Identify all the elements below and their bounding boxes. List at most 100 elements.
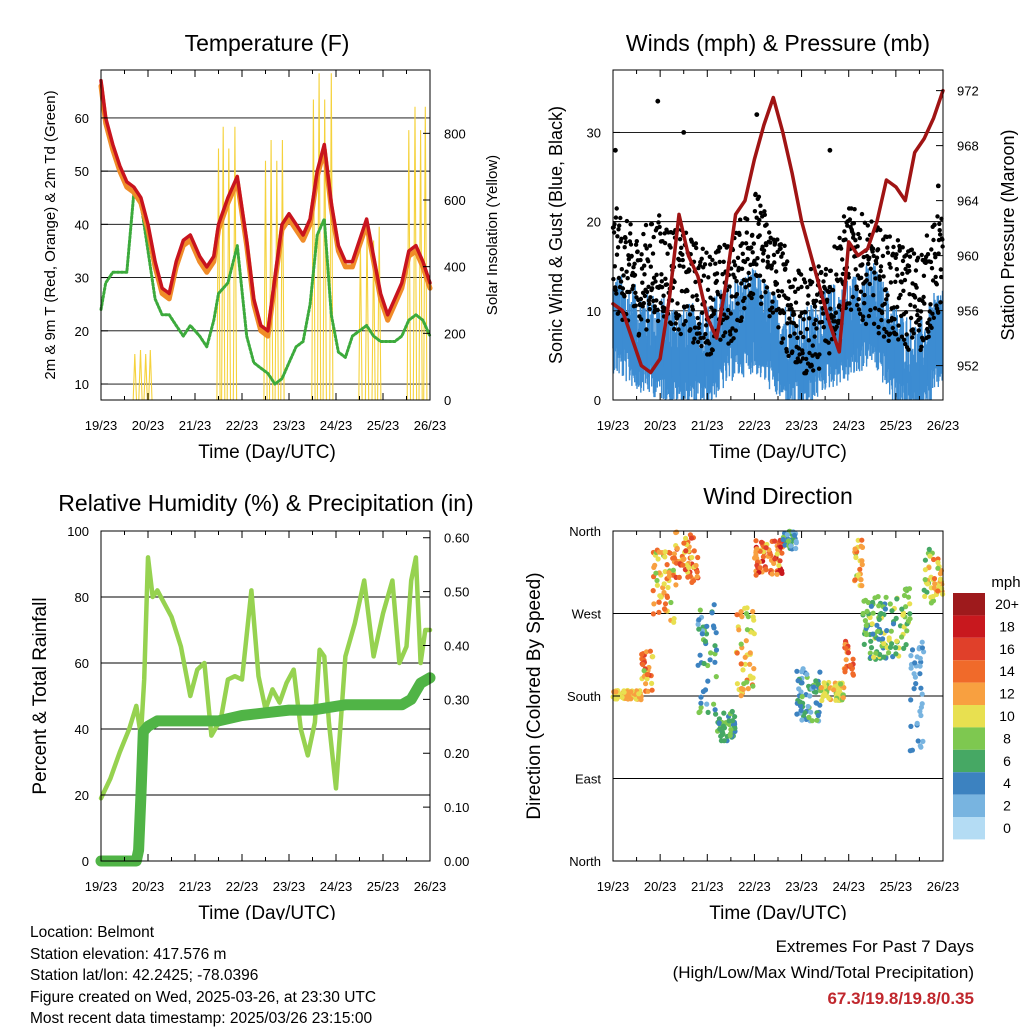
wind-direction-point xyxy=(730,718,736,724)
gust-point xyxy=(731,259,737,264)
gust-point xyxy=(852,207,857,212)
gust-point xyxy=(643,222,649,228)
wind-direction-point xyxy=(795,678,801,684)
wind-direction-point xyxy=(876,616,882,623)
gust-point xyxy=(887,261,892,267)
wind-direction-point xyxy=(696,709,702,716)
gust-point xyxy=(742,295,747,301)
gust-point xyxy=(723,330,728,335)
wind-direction-point xyxy=(859,558,865,564)
dewpoint-line xyxy=(99,190,432,386)
gust-point xyxy=(932,222,937,227)
gust-point xyxy=(620,286,626,291)
gust-point xyxy=(873,276,878,281)
gust-point xyxy=(798,330,803,335)
wind-direction-point xyxy=(901,592,908,599)
wind-direction-point xyxy=(868,645,875,651)
gust-point xyxy=(896,337,901,342)
y-tick-label: 50 xyxy=(75,164,89,179)
gust-point xyxy=(658,300,663,306)
x-tick-label: 23/23 xyxy=(785,418,818,433)
wind-direction-point xyxy=(888,628,894,634)
gust-point xyxy=(627,289,632,295)
wind-direction-point xyxy=(900,612,906,618)
gust-point xyxy=(937,232,943,237)
wind-direction-point xyxy=(893,651,899,657)
gust-point xyxy=(919,252,924,258)
gust-point xyxy=(644,246,649,251)
wind-direction-point xyxy=(717,726,723,732)
y-tick-label: South xyxy=(567,689,601,704)
x-tick-label: 24/23 xyxy=(320,879,353,894)
gust-point xyxy=(931,237,936,243)
gust-point xyxy=(738,217,743,222)
wind-direction-point xyxy=(750,608,756,615)
gust-point xyxy=(882,301,887,306)
gust-point xyxy=(900,245,905,250)
x-tick-label: 20/23 xyxy=(644,879,677,894)
gust-point xyxy=(934,282,939,287)
gust-point xyxy=(848,307,854,312)
gust-point xyxy=(749,295,754,301)
gust-point xyxy=(840,257,845,262)
gust-point xyxy=(725,307,731,313)
wind-direction-point xyxy=(842,666,848,672)
gust-point xyxy=(921,338,926,343)
gust-point xyxy=(623,235,628,241)
gust-point xyxy=(907,292,912,297)
wind-direction-point xyxy=(729,708,735,715)
gust-point xyxy=(739,266,745,271)
wind-direction-point xyxy=(697,607,703,613)
wind-direction-point xyxy=(664,593,670,599)
gust-point xyxy=(866,261,871,266)
gust-point xyxy=(856,307,862,312)
wind-direction-point xyxy=(802,710,808,716)
wind-direction-point xyxy=(869,621,875,627)
x-tick-label: 25/23 xyxy=(367,418,400,433)
gust-point xyxy=(784,349,789,354)
gust-point xyxy=(662,305,667,311)
gust-point xyxy=(771,252,777,258)
y2-tick-label: 968 xyxy=(957,139,979,154)
wind-direction-point xyxy=(708,650,714,656)
gust-point xyxy=(806,293,811,298)
gust-point xyxy=(936,310,941,315)
wind-direction-point xyxy=(886,650,892,656)
wind-direction-point xyxy=(894,638,900,644)
gust-point xyxy=(929,266,935,271)
gust-point xyxy=(642,272,647,277)
wind-direction-point xyxy=(643,681,649,687)
gust-point xyxy=(771,291,776,296)
wind-direction-point xyxy=(653,570,659,576)
y-tick-label: 20 xyxy=(587,215,601,230)
wind-direction-point xyxy=(811,684,817,690)
gust-point xyxy=(689,239,694,244)
solar-insolation-spike xyxy=(423,106,428,401)
gust-point xyxy=(757,233,762,238)
y-tick-label: 40 xyxy=(75,722,89,737)
gust-point xyxy=(685,288,690,294)
wind-direction-point xyxy=(734,681,741,687)
x-tick-label: 21/23 xyxy=(179,879,212,894)
wind-direction-point xyxy=(800,666,806,672)
gust-point xyxy=(644,327,649,332)
wind-direction-point xyxy=(814,717,820,723)
gust-point xyxy=(855,244,860,249)
wind-direction-point xyxy=(666,570,672,576)
gust-point xyxy=(812,304,818,309)
wind-direction-point xyxy=(917,663,923,669)
gust-point xyxy=(651,234,656,240)
gust-point xyxy=(706,341,712,346)
extremes-summary: Extremes For Past 7 Days (High/Low/Max W… xyxy=(673,934,974,1012)
wind-direction-point xyxy=(650,611,657,617)
gust-point xyxy=(856,231,861,237)
wind-direction-point xyxy=(809,718,815,724)
y2-tick-label: 600 xyxy=(444,193,466,208)
winds-y2label: Station Pressure (Maroon) xyxy=(998,129,1018,340)
gust-point xyxy=(699,343,704,349)
gust-point xyxy=(720,317,726,322)
gust-point xyxy=(806,338,811,343)
solar-insolation-spike xyxy=(418,130,423,401)
wind-direction-point xyxy=(687,573,693,579)
gust-point xyxy=(919,344,924,349)
